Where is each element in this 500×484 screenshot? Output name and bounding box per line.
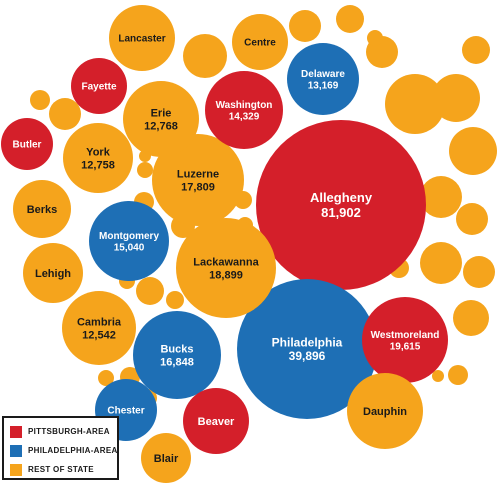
bubble-label-centre: Centre — [244, 38, 276, 49]
legend-swatch-philadelphia — [10, 444, 22, 457]
bubble-dauphin — [347, 373, 423, 449]
bubble-centre — [232, 14, 288, 70]
bubble-value-delaware: 13,169 — [308, 80, 339, 91]
bubble-montgomery — [89, 201, 169, 281]
bubble-unlabeled-9 — [420, 176, 462, 218]
bubble-value-erie: 12,768 — [144, 120, 178, 132]
bubble-allegheny — [256, 120, 426, 290]
bubble-unlabeled-19 — [49, 98, 81, 130]
bubble-value-montgomery: 15,040 — [114, 242, 145, 253]
bubble-label-beaver: Beaver — [198, 416, 235, 428]
bubble-value-lackawanna: 18,899 — [209, 269, 243, 281]
bubble-york — [63, 123, 133, 193]
bubble-berks — [13, 180, 71, 238]
bubble-blair — [141, 433, 191, 483]
bubble-unlabeled-20 — [137, 162, 153, 178]
bubble-label-lancaster: Lancaster — [118, 34, 165, 45]
legend-item-philadelphia: PHILADELPHIA-AREA — [10, 441, 117, 460]
bubble-unlabeled-3 — [336, 5, 364, 33]
bubble-beaver — [183, 388, 249, 454]
bubble-label-bucks: Bucks — [160, 344, 193, 356]
bubble-value-york: 12,758 — [81, 159, 115, 171]
bubble-delaware — [287, 43, 359, 115]
bubble-label-york: York — [86, 147, 111, 159]
bubble-label-luzerne: Luzerne — [177, 169, 219, 181]
bubble-label-chester: Chester — [107, 406, 144, 417]
bubble-label-dauphin: Dauphin — [363, 406, 407, 418]
legend: PITTSBURGH-AREA PHILADELPHIA-AREA REST O… — [2, 416, 119, 480]
bubble-label-berks: Berks — [27, 204, 58, 216]
bubble-value-luzerne: 17,809 — [181, 181, 215, 193]
bubble-unlabeled-14 — [448, 365, 468, 385]
bubble-unlabeled-2 — [289, 10, 321, 42]
bubble-unlabeled-15 — [432, 370, 444, 382]
bubble-westmoreland — [362, 297, 448, 383]
legend-item-pittsburgh: PITTSBURGH-AREA — [10, 422, 112, 441]
bubble-lancaster — [109, 5, 175, 71]
bubble-label-philadelphia: Philadelphia — [272, 335, 343, 349]
bubble-unlabeled-11 — [420, 242, 462, 284]
bubble-unlabeled-18 — [30, 90, 50, 110]
bubble-label-blair: Blair — [154, 453, 179, 465]
bubble-fayette — [71, 58, 127, 114]
bubble-unlabeled-7 — [462, 36, 490, 64]
bubble-value-bucks: 16,848 — [160, 356, 194, 368]
bubble-unlabeled-5 — [385, 74, 445, 134]
bubble-lehigh — [23, 243, 83, 303]
bubble-erie — [123, 81, 199, 157]
bubble-value-washington: 14,329 — [229, 111, 260, 122]
bubble-unlabeled-1 — [183, 34, 227, 78]
bubble-label-erie: Erie — [151, 108, 172, 120]
bubble-value-allegheny: 81,902 — [321, 205, 361, 220]
bubble-unlabeled-6 — [432, 74, 480, 122]
legend-label-philadelphia: PHILADELPHIA-AREA — [28, 446, 118, 455]
bubble-label-lackawanna: Lackawanna — [193, 257, 259, 269]
bubble-unlabeled-32 — [166, 291, 184, 309]
bubble-lackawanna — [176, 218, 276, 318]
bubble-washington — [205, 71, 283, 149]
bubble-label-cambria: Cambria — [77, 317, 122, 329]
bubble-unlabeled-30 — [136, 277, 164, 305]
legend-label-pittsburgh: PITTSBURGH-AREA — [28, 427, 110, 436]
bubble-unlabeled-17 — [367, 30, 383, 46]
legend-swatch-pittsburgh — [10, 425, 22, 438]
legend-swatch-rest — [10, 463, 22, 476]
bubble-unlabeled-12 — [463, 256, 495, 288]
bubble-label-washington: Washington — [216, 100, 273, 111]
bubble-philadelphia — [237, 279, 377, 419]
bubble-label-delaware: Delaware — [301, 69, 345, 80]
bubble-cambria — [62, 291, 136, 365]
bubble-label-butler: Butler — [13, 140, 42, 151]
bubble-unlabeled-10 — [456, 203, 488, 235]
legend-item-rest: REST OF STATE — [10, 460, 112, 479]
bubble-value-cambria: 12,542 — [82, 329, 116, 341]
bubble-unlabeled-13 — [453, 300, 489, 336]
bubble-bucks — [133, 311, 221, 399]
bubble-butler — [1, 118, 53, 170]
legend-label-rest: REST OF STATE — [28, 465, 94, 474]
bubble-value-westmoreland: 19,615 — [390, 341, 421, 352]
bubble-unlabeled-8 — [449, 127, 497, 175]
bubble-luzerne — [152, 134, 244, 226]
bubble-label-fayette: Fayette — [81, 82, 116, 93]
bubble-label-montgomery: Montgomery — [99, 231, 159, 242]
bubble-value-philadelphia: 39,896 — [289, 349, 326, 363]
bubble-label-westmoreland: Westmoreland — [371, 330, 440, 341]
bubble-label-allegheny: Allegheny — [310, 190, 373, 205]
bubble-unlabeled-35 — [98, 370, 114, 386]
bubble-label-lehigh: Lehigh — [35, 268, 71, 280]
